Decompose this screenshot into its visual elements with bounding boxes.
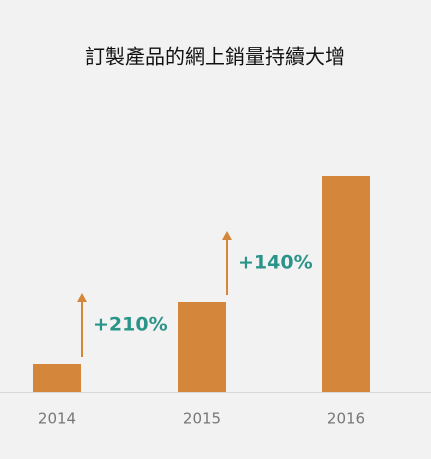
bar xyxy=(322,176,370,392)
chart-title: 訂製產品的網上銷量持續大增 xyxy=(85,45,345,69)
x-tick-label: 2015 xyxy=(183,410,221,428)
growth-label: +140% xyxy=(238,252,313,274)
bar xyxy=(178,302,226,392)
growth-label: +210% xyxy=(93,314,168,336)
x-tick-label: 2016 xyxy=(327,410,365,428)
x-tick-label: 2014 xyxy=(38,410,76,428)
arrow-head xyxy=(77,293,87,302)
bar xyxy=(33,364,81,392)
arrow-head xyxy=(222,231,232,240)
